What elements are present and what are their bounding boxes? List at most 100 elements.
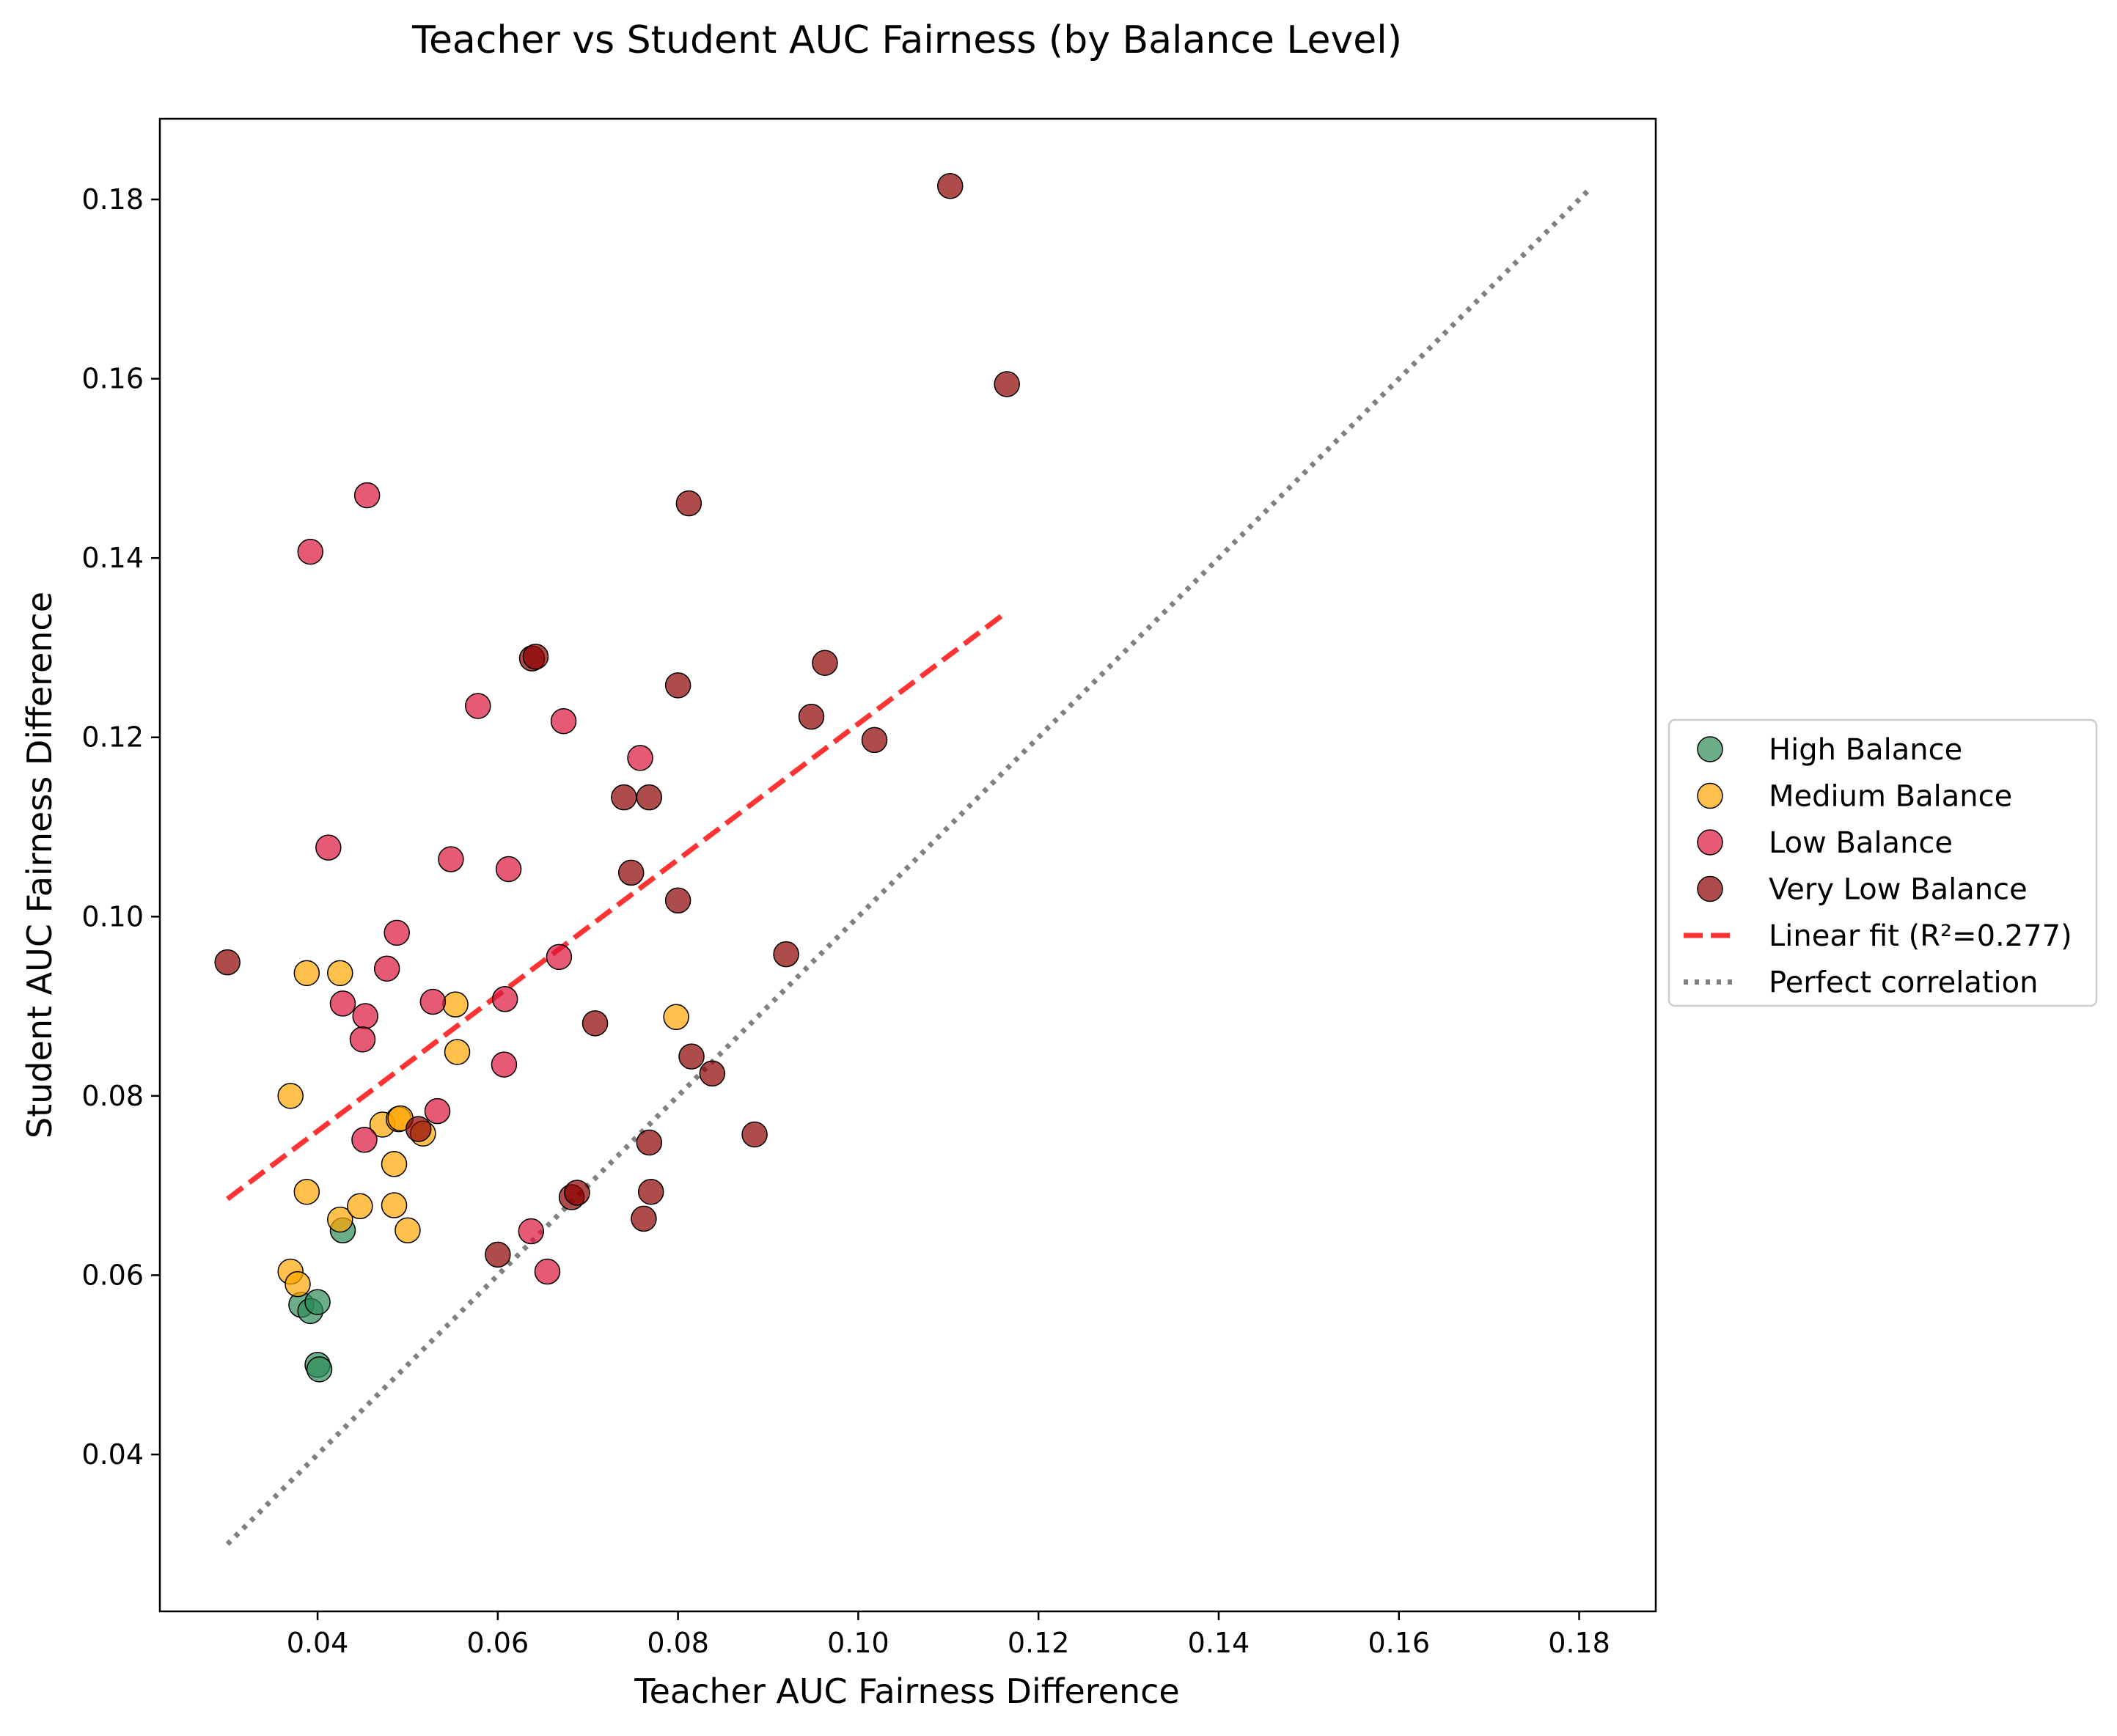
data-point [465,693,491,719]
x-tick-label: 0.08 [647,1627,709,1659]
data-point [664,887,691,914]
data-point [994,371,1020,397]
y-tick-label: 0.10 [81,900,144,933]
data-point [315,834,342,861]
data-point [812,650,838,677]
data-point [424,1097,451,1125]
data-point [304,1289,331,1315]
data-point [353,482,381,509]
data-point [495,856,522,883]
data-point [419,988,447,1015]
data-point [638,1178,664,1205]
data-point [741,1121,768,1148]
data-point [327,1206,353,1233]
data-point [438,846,464,872]
data-point [518,1218,545,1245]
data-point [277,1083,304,1109]
data-point [293,1178,320,1205]
data-point [373,955,400,982]
data-point [546,944,573,971]
plot-frame [158,117,1657,1613]
data-point [663,1004,689,1031]
x-axis: 0.04 0.06 0.08 0.10 0.12 0.14 0.16 0.18 [287,1611,1610,1659]
data-point [564,1180,590,1206]
series-2 [297,482,653,1285]
data-point [491,986,518,1012]
legend-label: Medium Balance [1769,780,2012,814]
data-point [611,784,637,811]
y-tick-label: 0.04 [81,1438,144,1471]
legend-label: Low Balance [1769,826,1953,860]
legend-marker [1697,782,1723,809]
data-point [352,1003,378,1029]
y-tick-label: 0.18 [81,183,144,216]
y-axis-label: Student AUC Fairness Difference [20,592,59,1139]
x-tick-label: 0.16 [1368,1627,1430,1659]
y-tick-label: 0.14 [81,542,144,574]
data-point [349,1026,376,1053]
data-point [636,784,663,811]
legend-label: Perfect correlation [1769,966,2038,1000]
y-tick-label: 0.06 [81,1259,144,1291]
data-point [631,1205,657,1232]
data-point [444,1039,471,1065]
data-point [699,1060,726,1087]
data-point [550,707,577,735]
data-point [381,1151,408,1177]
chart-title: Teacher vs Student AUC Fairness (by Bala… [411,18,1402,62]
data-point [297,538,323,565]
legend-box [1667,718,2098,1007]
data-point [347,1193,373,1220]
legend-label: Linear fit (R²=0.277) [1769,919,2072,953]
data-point [381,1192,408,1218]
data-point [485,1241,511,1268]
data-point [675,490,702,517]
legend-label: High Balance [1769,733,1962,767]
x-tick-label: 0.04 [287,1627,349,1659]
y-tick-label: 0.12 [81,721,144,754]
data-point [522,643,549,670]
x-tick-label: 0.10 [827,1627,889,1659]
data-point [329,990,356,1017]
y-tick-label: 0.08 [81,1080,144,1112]
data-point [581,1010,609,1037]
data-point [678,1043,705,1070]
data-point [285,1270,311,1298]
legend-marker [1697,875,1723,902]
y-tick-label: 0.16 [81,363,144,395]
series-1 [277,960,689,1298]
plot-content [214,172,1590,1546]
legend: High Balance Medium Balance Low Balance Ver… [1667,718,2098,1007]
data-point [395,1217,421,1244]
legend-marker [1697,736,1723,762]
x-axis-label: Teacher AUC Fairness Difference [634,1671,1179,1711]
data-point [214,949,241,976]
legend-marker [1697,829,1723,856]
data-point [293,960,320,987]
data-point [351,1127,378,1153]
data-point [327,960,353,987]
data-point [627,745,653,771]
legend-label: Very Low Balance [1769,873,2028,907]
data-point [636,1129,663,1156]
data-point [534,1258,561,1285]
y-axis: 0.04 0.06 0.08 0.10 0.12 0.14 0.16 0.18 [81,183,160,1471]
data-point [937,172,964,199]
x-tick-label: 0.12 [1008,1627,1070,1659]
data-point [798,703,825,730]
x-tick-label: 0.06 [467,1627,529,1659]
legend-items: High Balance Medium Balance Low Balance Ver… [1684,733,2072,1000]
series-3 [214,172,1020,1268]
data-point [306,1356,333,1383]
x-tick-label: 0.14 [1188,1627,1250,1659]
data-point [861,727,888,754]
data-point [617,859,645,886]
data-point [773,941,799,968]
data-point [384,919,410,946]
data-point [664,672,691,699]
x-tick-label: 0.18 [1548,1627,1610,1659]
data-point [442,991,469,1018]
data-point [405,1116,432,1142]
